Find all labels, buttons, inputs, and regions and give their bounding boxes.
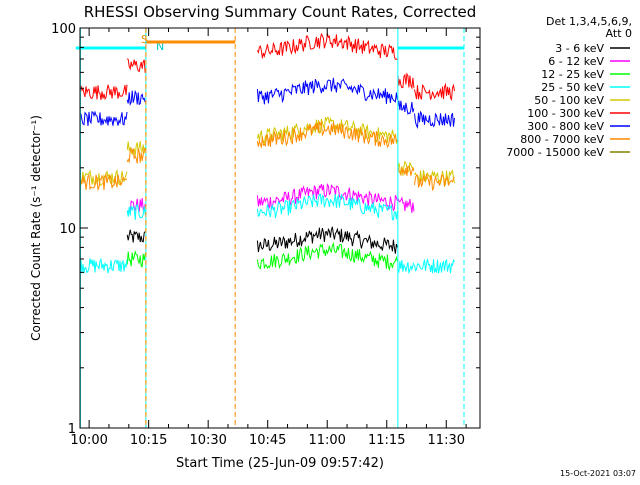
legend-label-2: 12 - 25 keV bbox=[541, 68, 604, 81]
x-tick-label-1: 10:15 bbox=[130, 433, 167, 448]
legend-label-5: 100 - 300 keV bbox=[527, 107, 604, 120]
series-line-0 bbox=[126, 226, 398, 254]
y-tick-label-1: 10 bbox=[59, 222, 76, 237]
x-tick-label-4: 11:00 bbox=[308, 433, 345, 448]
legend-header-line-1: Det 1,3,4,5,6,9, bbox=[546, 15, 632, 28]
series-line-2 bbox=[126, 241, 398, 272]
x-tick-label-0: 10:00 bbox=[70, 433, 107, 448]
y-tick-label-0: 1 bbox=[68, 422, 76, 437]
x-tick-label-2: 10:30 bbox=[189, 433, 226, 448]
legend-label-1: 6 - 12 keV bbox=[548, 55, 604, 68]
legend-label-8: 7000 - 15000 keV bbox=[506, 146, 604, 159]
y-axis-label: Corrected Count Rate (s⁻¹ detector⁻¹) bbox=[29, 115, 43, 341]
legend-label-4: 50 - 100 keV bbox=[534, 94, 604, 107]
x-tick-label-6: 11:30 bbox=[428, 433, 465, 448]
legend-header-line-2: Att 0 bbox=[606, 27, 632, 40]
chart-title: RHESSI Observing Summary Count Rates, Co… bbox=[84, 3, 477, 21]
series-line-7 bbox=[79, 120, 455, 192]
saa-marker-label: S bbox=[141, 33, 148, 46]
night-marker-label: N bbox=[156, 40, 164, 53]
x-tick-label-5: 11:15 bbox=[368, 433, 405, 448]
x-axis-label: Start Time (25-Jun-09 09:57:42) bbox=[176, 456, 384, 471]
series-line-6 bbox=[79, 77, 455, 130]
x-tick-label-3: 10:45 bbox=[249, 433, 286, 448]
legend-label-0: 3 - 6 keV bbox=[555, 42, 604, 55]
plot-frame bbox=[79, 27, 481, 429]
y-tick-label-2: 100 bbox=[51, 22, 76, 37]
footer-date: 15-Oct-2021 03:07 bbox=[560, 469, 636, 478]
legend-label-3: 25 - 50 keV bbox=[541, 81, 604, 94]
legend-label-7: 800 - 7000 keV bbox=[520, 133, 604, 146]
legend-label-6: 300 - 800 keV bbox=[527, 120, 604, 133]
series-line-3 bbox=[79, 193, 455, 274]
